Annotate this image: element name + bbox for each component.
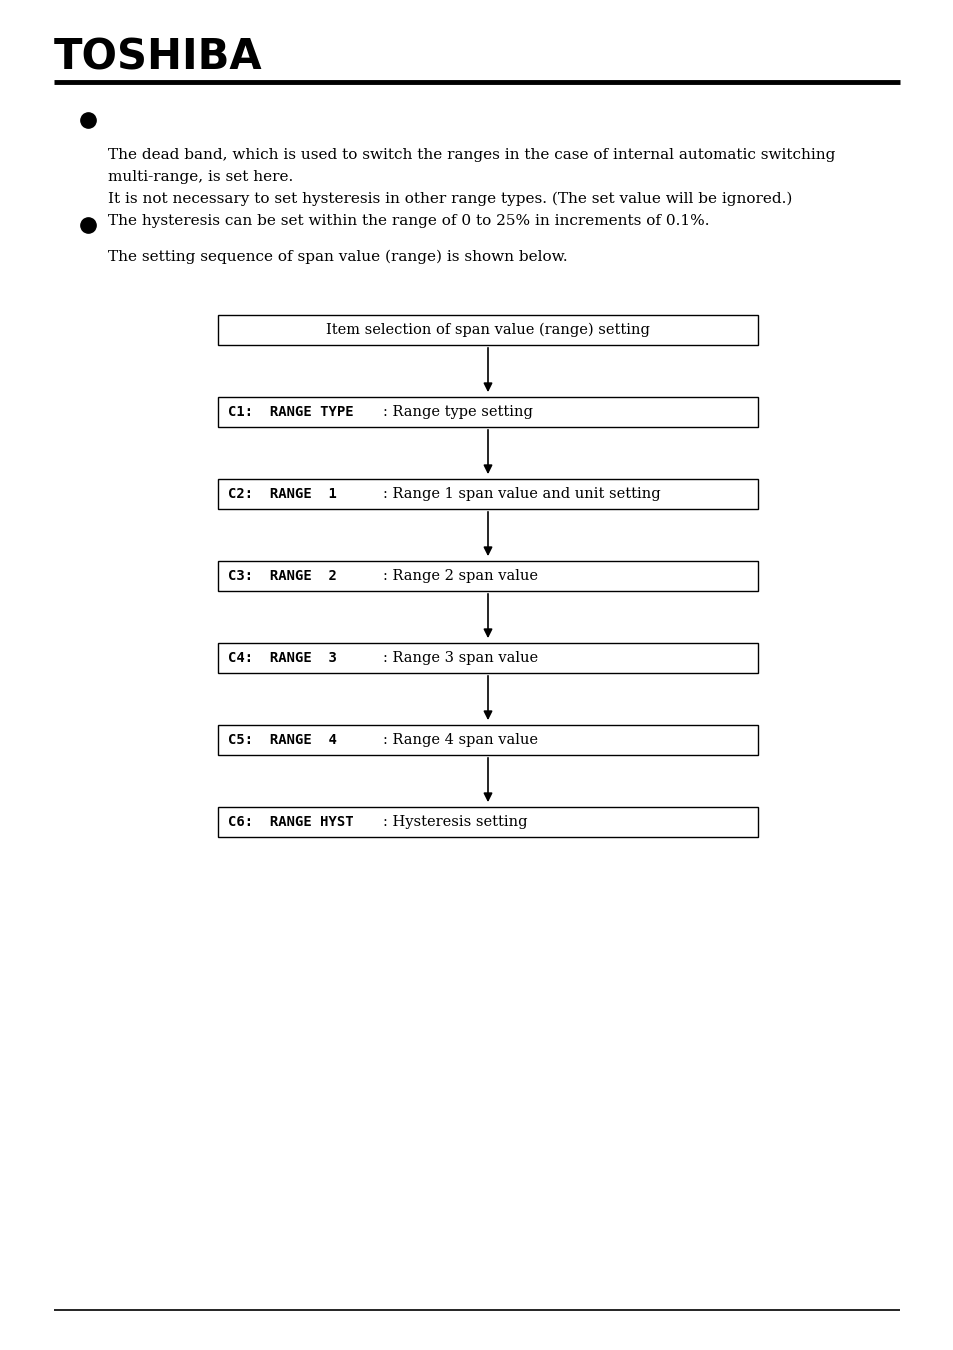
Text: The dead band, which is used to switch the ranges in the case of internal automa: The dead band, which is used to switch t… [108, 148, 835, 162]
Text: C2:  RANGE  1: C2: RANGE 1 [228, 487, 336, 501]
Bar [218, 315, 758, 346]
Text: C1:  RANGE TYPE: C1: RANGE TYPE [228, 405, 354, 418]
Text: : Range 1 span value and unit setting: : Range 1 span value and unit setting [382, 487, 659, 501]
Text: : Hysteresis setting: : Hysteresis setting [382, 815, 527, 829]
Bar [218, 725, 758, 755]
Text: : Range 4 span value: : Range 4 span value [382, 733, 537, 747]
Text: : Range type setting: : Range type setting [382, 405, 533, 418]
Text: The hysteresis can be set within the range of 0 to 25% in increments of 0.1%.: The hysteresis can be set within the ran… [108, 215, 709, 228]
Text: C4:  RANGE  3: C4: RANGE 3 [228, 651, 336, 666]
Text: : Range 3 span value: : Range 3 span value [382, 651, 537, 666]
Text: Item selection of span value (range) setting: Item selection of span value (range) set… [326, 323, 649, 338]
Bar [218, 397, 758, 427]
Text: multi-range, is set here.: multi-range, is set here. [108, 170, 293, 184]
Text: It is not necessary to set hysteresis in other range types. (The set value will : It is not necessary to set hysteresis in… [108, 192, 792, 207]
Text: : Range 2 span value: : Range 2 span value [382, 568, 537, 583]
Bar [218, 807, 758, 837]
Bar [218, 479, 758, 509]
Text: C6:  RANGE HYST: C6: RANGE HYST [228, 815, 354, 829]
Text: The setting sequence of span value (range) is shown below.: The setting sequence of span value (rang… [108, 250, 567, 265]
Bar [218, 643, 758, 674]
Text: TOSHIBA: TOSHIBA [54, 36, 262, 80]
Text: C5:  RANGE  4: C5: RANGE 4 [228, 733, 336, 747]
Bar [218, 562, 758, 591]
Text: C3:  RANGE  2: C3: RANGE 2 [228, 568, 336, 583]
